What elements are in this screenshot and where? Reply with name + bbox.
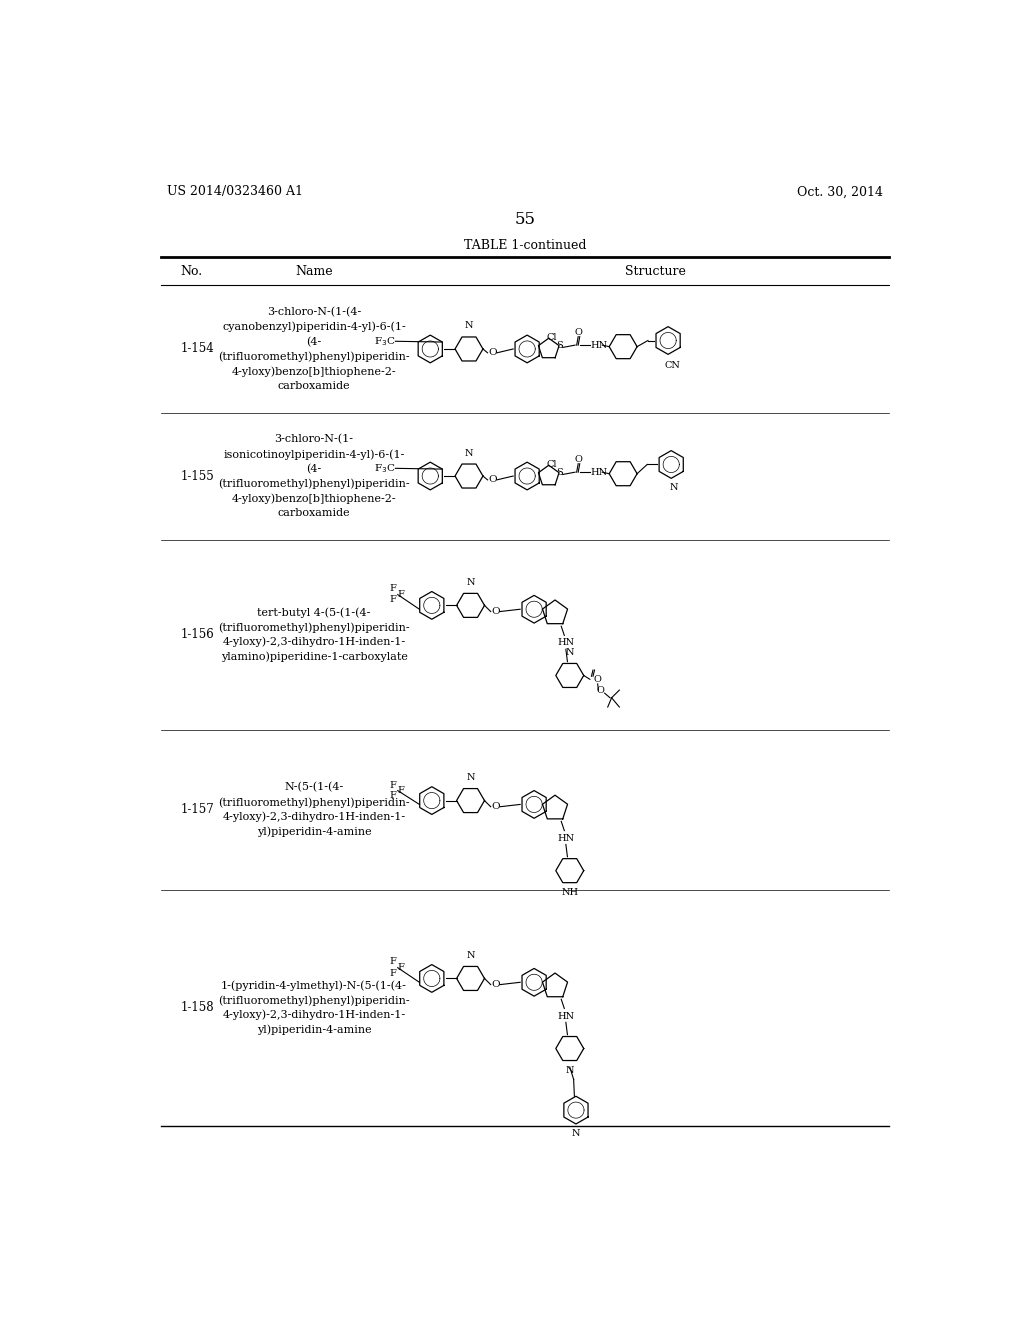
Text: N: N <box>670 483 678 492</box>
Text: 55: 55 <box>514 211 536 228</box>
Text: HN: HN <box>557 1011 574 1020</box>
Text: O: O <box>492 803 500 812</box>
Text: N: N <box>565 648 574 657</box>
Text: 1-154: 1-154 <box>180 342 214 355</box>
Text: N: N <box>565 1067 574 1076</box>
Text: S: S <box>556 469 563 478</box>
Text: F: F <box>389 792 396 800</box>
Text: tert-butyl 4-(5-(1-(4-
(trifluoromethyl)phenyl)piperidin-
4-yloxy)-2,3-dihydro-1: tert-butyl 4-(5-(1-(4- (trifluoromethyl)… <box>218 607 410 663</box>
Text: F: F <box>389 780 396 789</box>
Text: NH: NH <box>561 888 579 898</box>
Text: F$_3$C: F$_3$C <box>374 462 395 475</box>
Text: HN: HN <box>591 467 607 477</box>
Text: HN: HN <box>557 834 574 842</box>
Text: F$_3$C: F$_3$C <box>374 335 395 347</box>
Text: 1-155: 1-155 <box>180 470 214 483</box>
Text: 3-chloro-N-(1-
isonicotinoylpiperidin-4-yl)-6-(1-
(4-
(trifluoromethyl)phenyl)pi: 3-chloro-N-(1- isonicotinoylpiperidin-4-… <box>218 434 410 517</box>
Text: F: F <box>389 969 396 978</box>
Text: 1-158: 1-158 <box>180 1001 214 1014</box>
Text: Oct. 30, 2014: Oct. 30, 2014 <box>797 185 883 198</box>
Text: N: N <box>465 322 473 330</box>
Text: No.: No. <box>180 265 203 277</box>
Text: Name: Name <box>295 265 333 277</box>
Text: HN: HN <box>557 639 574 648</box>
Text: F: F <box>397 590 403 599</box>
Text: O: O <box>488 348 497 358</box>
Text: N: N <box>466 774 475 781</box>
Text: F: F <box>389 595 396 605</box>
Text: F: F <box>389 583 396 593</box>
Text: S: S <box>556 342 563 350</box>
Text: 3-chloro-N-(1-(4-
cyanobenzyl)piperidin-4-yl)-6-(1-
(4-
(trifluoromethyl)phenyl): 3-chloro-N-(1-(4- cyanobenzyl)piperidin-… <box>218 308 410 391</box>
Text: Cl: Cl <box>547 459 557 469</box>
Text: 1-(pyridin-4-ylmethyl)-N-(5-(1-(4-
(trifluoromethyl)phenyl)piperidin-
4-yloxy)-2: 1-(pyridin-4-ylmethyl)-N-(5-(1-(4- (trif… <box>218 981 410 1035</box>
Text: O: O <box>593 675 601 684</box>
Text: N: N <box>465 449 473 458</box>
Text: O: O <box>492 981 500 989</box>
Text: O: O <box>488 475 497 484</box>
Text: US 2014/0323460 A1: US 2014/0323460 A1 <box>167 185 303 198</box>
Text: O: O <box>597 685 605 694</box>
Text: TABLE 1-continued: TABLE 1-continued <box>464 239 586 252</box>
Text: F: F <box>397 964 403 972</box>
Text: O: O <box>492 607 500 616</box>
Text: F: F <box>397 787 403 795</box>
Text: 1-157: 1-157 <box>180 804 214 816</box>
Text: N: N <box>466 578 475 587</box>
Text: O: O <box>574 329 582 338</box>
Text: F: F <box>389 957 396 966</box>
Text: O: O <box>574 455 582 465</box>
Text: Structure: Structure <box>625 265 685 277</box>
Text: N-(5-(1-(4-
(trifluoromethyl)phenyl)piperidin-
4-yloxy)-2,3-dihydro-1H-inden-1-
: N-(5-(1-(4- (trifluoromethyl)phenyl)pipe… <box>218 783 410 837</box>
Text: Cl: Cl <box>547 333 557 342</box>
Text: HN: HN <box>591 341 607 350</box>
Text: N: N <box>571 1129 581 1138</box>
Text: 1-156: 1-156 <box>180 628 214 642</box>
Text: N: N <box>466 950 475 960</box>
Text: CN: CN <box>664 360 680 370</box>
